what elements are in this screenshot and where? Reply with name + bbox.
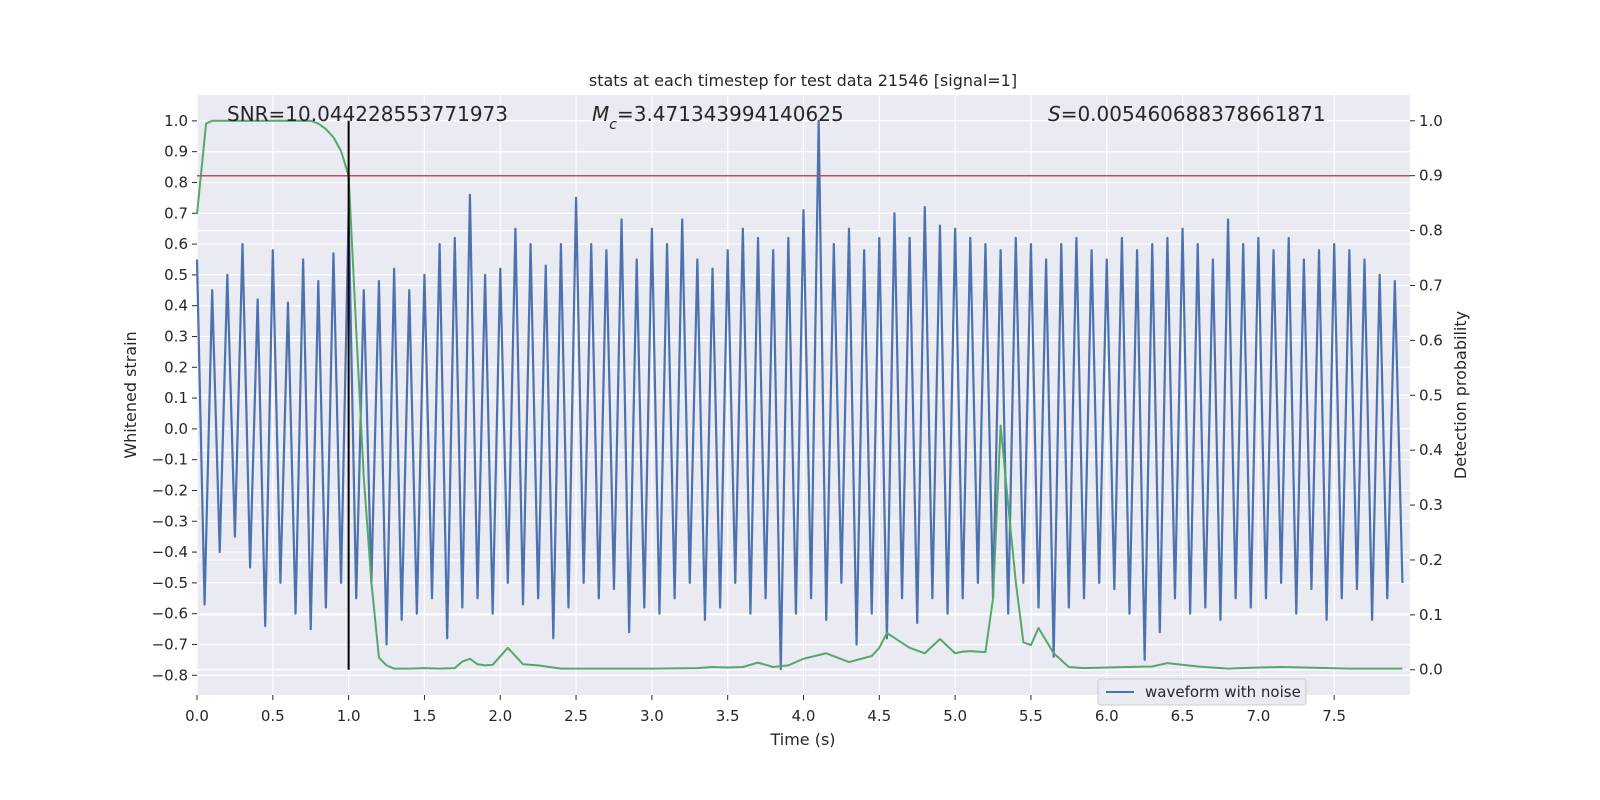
x-tick-label: 3.5 bbox=[716, 707, 740, 725]
y2-tick-label: 0.3 bbox=[1419, 496, 1443, 514]
chart-title: stats at each timestep for test data 215… bbox=[589, 71, 1017, 90]
y-tick-label: −0.5 bbox=[152, 574, 188, 592]
x-tick-label: 5.0 bbox=[943, 707, 967, 725]
y2-tick-label: 0.9 bbox=[1419, 167, 1443, 185]
y-tick-label: 0.8 bbox=[164, 173, 188, 191]
legend-label: waveform with noise bbox=[1145, 683, 1301, 701]
y2-axis-label: Detection probability bbox=[1451, 311, 1470, 479]
x-tick-label: 4.5 bbox=[867, 707, 891, 725]
y-axis-label: Whitened strain bbox=[121, 331, 140, 458]
y-tick-label: 0.1 bbox=[164, 389, 188, 407]
y-tick-label: −0.2 bbox=[152, 481, 188, 499]
annotation-part: SNR=10.044228553771973 bbox=[227, 102, 508, 126]
y-tick-label: 0.0 bbox=[164, 420, 188, 438]
x-tick-label: 7.5 bbox=[1322, 707, 1346, 725]
y2-tick-label: 0.8 bbox=[1419, 222, 1443, 240]
series-line bbox=[196, 119, 1403, 670]
annotation-part: c bbox=[609, 117, 617, 133]
y-tick-label: −0.3 bbox=[152, 512, 188, 530]
x-tick-label: 7.0 bbox=[1246, 707, 1270, 725]
y-tick-label: 0.6 bbox=[164, 235, 188, 253]
y2-tick-label: 0.4 bbox=[1419, 441, 1443, 459]
x-axis-label: Time (s) bbox=[769, 730, 835, 749]
x-tick-label: 1.0 bbox=[337, 707, 361, 725]
annotation: S=0.005460688378661871 bbox=[1048, 102, 1326, 126]
annotation-part: =3.471343994140625 bbox=[617, 102, 844, 126]
x-tick-label: 6.5 bbox=[1171, 707, 1195, 725]
y2-tick-label: 1.0 bbox=[1419, 112, 1443, 130]
y-tick-label: −0.7 bbox=[152, 635, 188, 653]
annotation: Mc=3.471343994140625 bbox=[592, 102, 844, 133]
x-tick-label: 2.0 bbox=[488, 707, 512, 725]
x-tick-label: 2.5 bbox=[564, 707, 588, 725]
y-tick-label: 0.9 bbox=[164, 143, 188, 161]
x-tick-label: 6.0 bbox=[1095, 707, 1119, 725]
y-tick-label: 1.0 bbox=[164, 112, 188, 130]
y-tick-label: 0.2 bbox=[164, 358, 188, 376]
y-tick-label: −0.1 bbox=[152, 451, 188, 469]
annotation: SNR=10.044228553771973 bbox=[227, 102, 508, 126]
y-tick-label: 0.3 bbox=[164, 327, 188, 345]
x-tick-label: 0.5 bbox=[261, 707, 285, 725]
y-tick-label: −0.8 bbox=[152, 666, 188, 684]
y2-tick-label: 0.1 bbox=[1419, 606, 1443, 624]
y2-tick-label: 0.2 bbox=[1419, 551, 1443, 569]
x-tick-label: 3.0 bbox=[640, 707, 664, 725]
annotation-part: M bbox=[592, 102, 609, 126]
y-tick-label: −0.6 bbox=[152, 605, 188, 623]
x-tick-label: 4.0 bbox=[792, 707, 816, 725]
annotation-part: =0.005460688378661871 bbox=[1061, 102, 1326, 126]
y2-tick-label: 0.6 bbox=[1419, 331, 1443, 349]
annotation-part: S bbox=[1048, 102, 1061, 126]
series-line bbox=[195, 119, 1404, 671]
y-tick-label: 0.5 bbox=[164, 266, 188, 284]
x-tick-label: 0.0 bbox=[185, 707, 209, 725]
x-tick-label: 5.5 bbox=[1019, 707, 1043, 725]
y2-tick-label: 0.7 bbox=[1419, 276, 1443, 294]
y2-tick-label: 0.5 bbox=[1419, 386, 1443, 404]
y-tick-label: 0.4 bbox=[164, 297, 188, 315]
y2-tick-label: 0.0 bbox=[1419, 661, 1443, 679]
y-tick-label: −0.4 bbox=[152, 543, 188, 561]
x-tick-label: 1.5 bbox=[413, 707, 437, 725]
y-tick-label: 0.7 bbox=[164, 204, 188, 222]
legend-box bbox=[1097, 678, 1307, 706]
